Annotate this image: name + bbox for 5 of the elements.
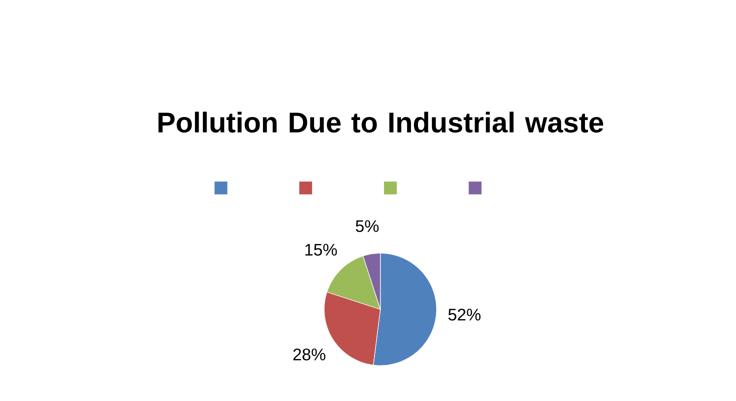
data-label: 5% xyxy=(356,220,379,232)
data-label: 52% xyxy=(448,308,481,321)
data-label: 15% xyxy=(305,244,337,256)
chart-title: Pollution Due to Industrial waste xyxy=(158,112,604,133)
data-label: 28% xyxy=(293,348,326,360)
